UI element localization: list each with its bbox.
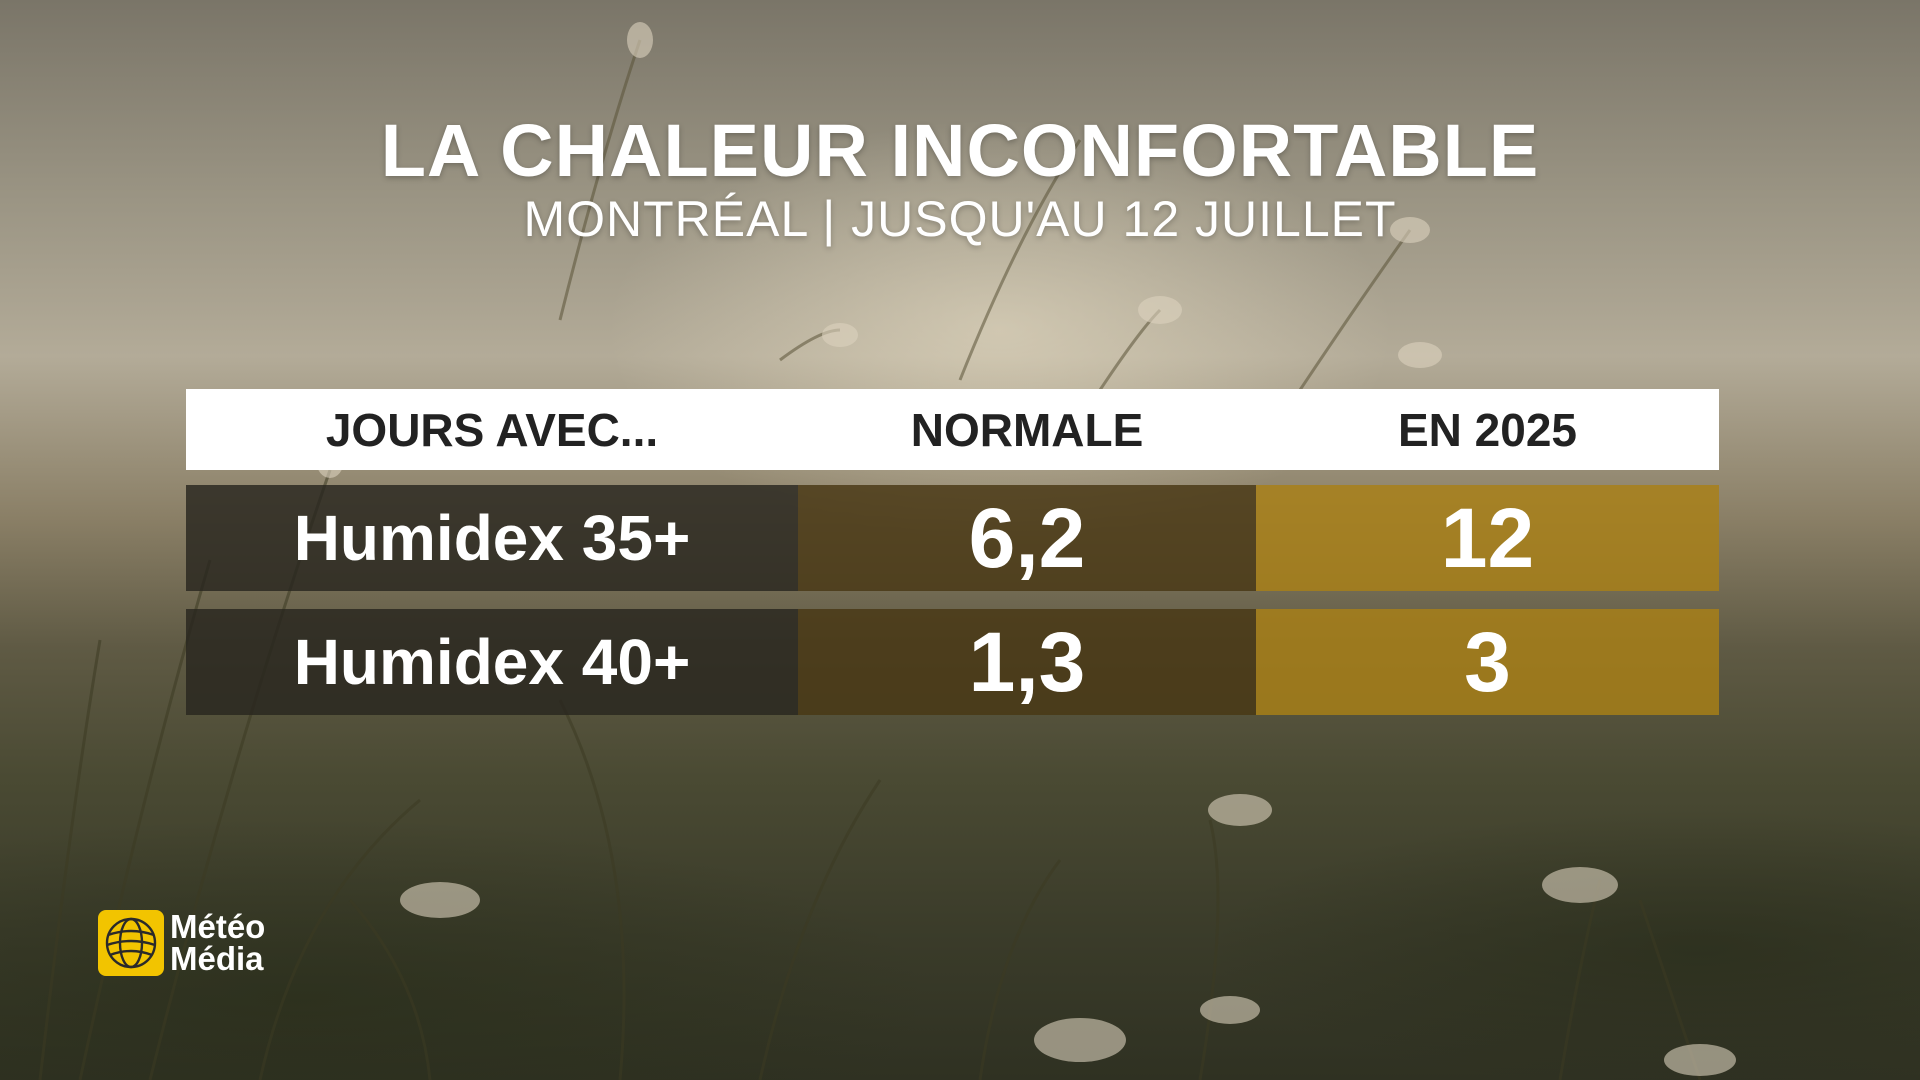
- table-row: Humidex 40+ 1,3 3: [186, 609, 1719, 715]
- table-header: JOURS AVEC... NORMALE EN 2025: [186, 389, 1719, 470]
- page-title: LA CHALEUR INCONFORTABLE: [380, 109, 1540, 192]
- meteomedia-logo: Météo Média: [98, 910, 265, 976]
- header-2025-column: EN 2025: [1397, 403, 1577, 456]
- row-2025-value: 12: [1256, 485, 1719, 591]
- logo-line-1: Météo: [170, 908, 266, 945]
- header-label-column: JOURS AVEC...: [325, 403, 659, 456]
- table-row: Humidex 35+ 6,2 12: [186, 485, 1719, 591]
- globe-icon: [98, 910, 164, 976]
- logo-text: Météo Média: [170, 908, 266, 977]
- logo-line-2: Média: [170, 940, 264, 977]
- row-2025-value: 3: [1256, 609, 1719, 715]
- row-normale-value: 1,3: [798, 609, 1256, 715]
- row-normale-value: 6,2: [798, 485, 1256, 591]
- row-label: Humidex 35+: [186, 485, 798, 591]
- page-subtitle: MONTRÉAL | JUSQU'AU 12 JUILLET: [523, 191, 1397, 247]
- row-label: Humidex 40+: [186, 609, 798, 715]
- header-normale-column: NORMALE: [910, 403, 1144, 456]
